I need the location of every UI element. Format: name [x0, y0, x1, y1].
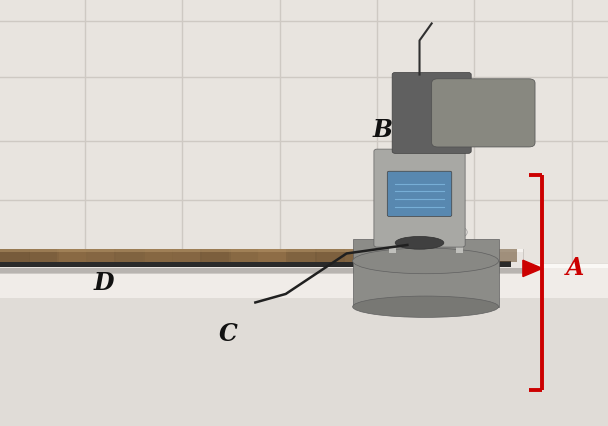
Ellipse shape: [395, 236, 444, 249]
Bar: [371, 256, 386, 307]
Bar: [0, 264, 608, 298]
Bar: [353, 239, 499, 307]
Ellipse shape: [353, 296, 499, 317]
Bar: [413, 256, 429, 307]
Bar: [0, 264, 608, 426]
Bar: [0, 249, 492, 262]
Bar: [0, 264, 608, 268]
Bar: [29, 249, 59, 262]
Ellipse shape: [385, 227, 400, 238]
Bar: [229, 249, 259, 262]
Bar: [486, 249, 517, 262]
Bar: [315, 249, 345, 262]
Text: B: B: [373, 118, 393, 142]
Bar: [344, 249, 374, 262]
Bar: [456, 232, 463, 253]
Ellipse shape: [353, 248, 499, 273]
Bar: [0, 261, 511, 267]
Bar: [0, 249, 30, 262]
Bar: [372, 249, 402, 262]
Bar: [171, 249, 202, 262]
Ellipse shape: [452, 227, 468, 238]
FancyBboxPatch shape: [374, 149, 465, 247]
Ellipse shape: [409, 303, 433, 310]
Bar: [57, 249, 88, 262]
FancyBboxPatch shape: [387, 171, 452, 216]
FancyBboxPatch shape: [392, 72, 471, 153]
Bar: [258, 249, 288, 262]
Bar: [0, 249, 523, 252]
Bar: [114, 249, 145, 262]
Bar: [389, 232, 396, 253]
Ellipse shape: [366, 303, 390, 310]
Bar: [143, 249, 173, 262]
FancyBboxPatch shape: [432, 79, 535, 147]
Bar: [86, 249, 116, 262]
Bar: [286, 249, 317, 262]
Bar: [0, 249, 492, 252]
Bar: [458, 249, 488, 262]
Bar: [462, 256, 477, 307]
Text: C: C: [219, 322, 237, 346]
Bar: [0, 268, 523, 273]
Bar: [0, 0, 608, 264]
Bar: [0, 249, 523, 273]
Ellipse shape: [457, 303, 482, 310]
Text: D: D: [93, 271, 114, 295]
Bar: [401, 249, 431, 262]
Text: A: A: [565, 256, 584, 280]
Bar: [200, 249, 230, 262]
Polygon shape: [523, 260, 542, 276]
Bar: [429, 249, 460, 262]
